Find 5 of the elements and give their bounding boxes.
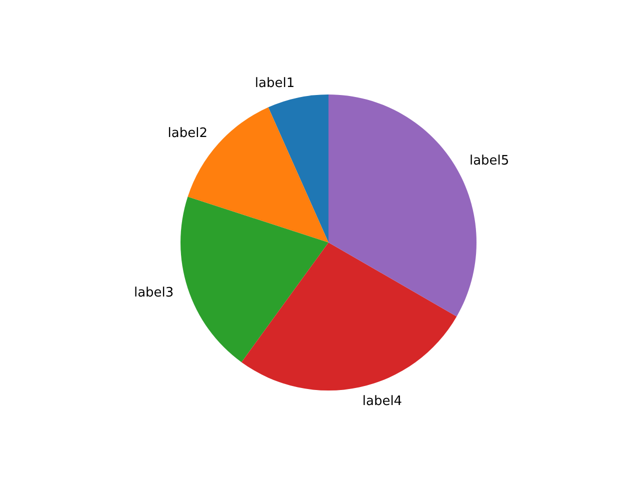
slice-label: label5	[469, 154, 510, 169]
slice-label: label1	[254, 76, 295, 91]
slice-label: label4	[362, 394, 402, 410]
slice-label: label2	[168, 126, 208, 142]
slice-label: label3	[134, 285, 174, 300]
